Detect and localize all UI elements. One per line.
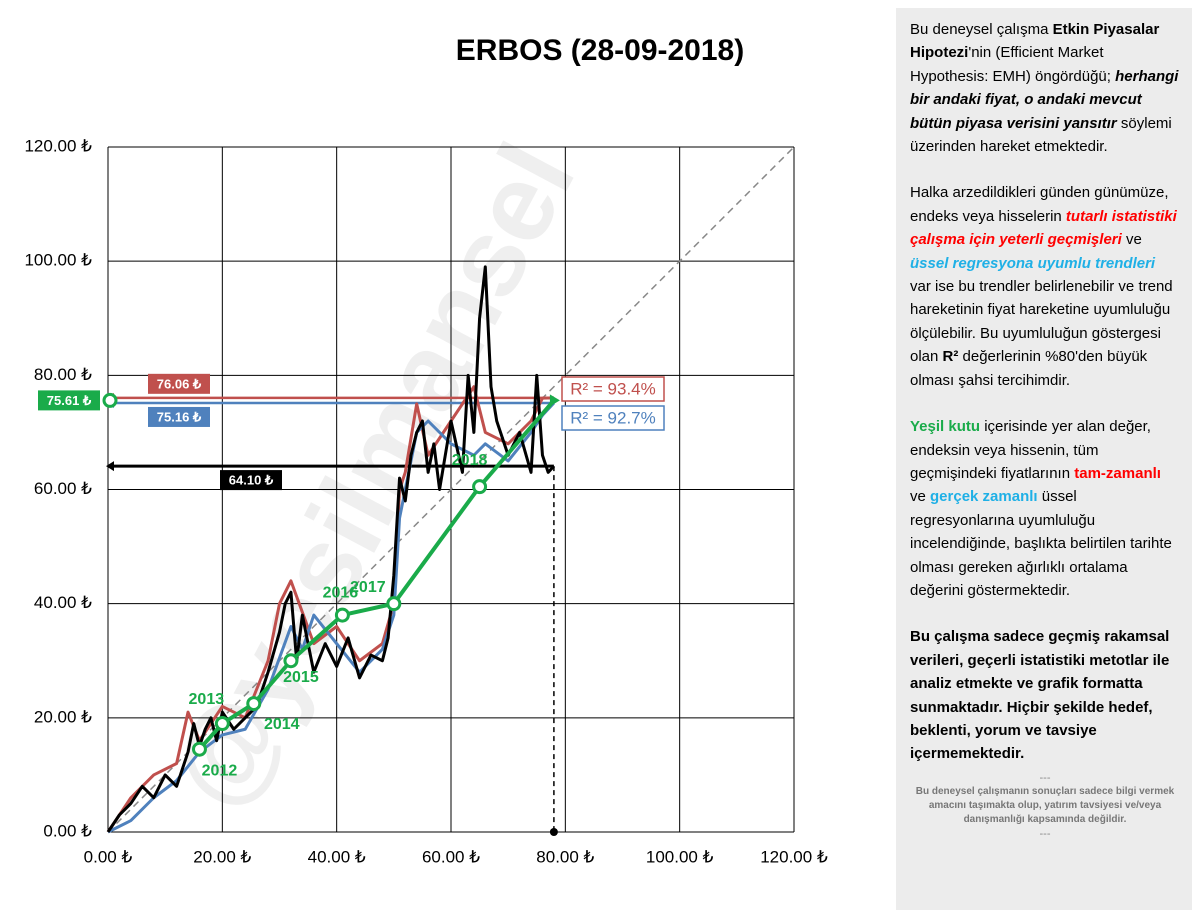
level-label: 64.10 ₺ bbox=[229, 473, 274, 488]
text-run: Etkin Piyasalar Hipotezi bbox=[910, 21, 1160, 62]
x-tick-label: 60.00 ₺ bbox=[422, 847, 480, 866]
x-tick-label: 80.00 ₺ bbox=[536, 847, 594, 866]
text-run: gerçek zamanlı bbox=[930, 488, 1038, 506]
separator: --- bbox=[1039, 771, 1051, 784]
text-run: ve bbox=[910, 488, 931, 506]
point-label: 2012 bbox=[202, 762, 238, 779]
y-tick-label: 20.00 ₺ bbox=[34, 707, 92, 726]
r2-label: R² = 92.7% bbox=[570, 408, 656, 427]
r2-box bbox=[561, 405, 665, 431]
y-tick-label: 60.00 ₺ bbox=[34, 479, 92, 498]
series-marker bbox=[214, 716, 230, 732]
separator: --- bbox=[1039, 827, 1051, 840]
series-marker bbox=[246, 696, 262, 712]
point-label: 2018 bbox=[452, 452, 488, 469]
paragraph: Yeşil kutu içerisinde yer alan değer, en… bbox=[910, 415, 1180, 602]
text-run: üssel regresyonlarına uyumluluğu incelen… bbox=[910, 488, 1172, 599]
current-x-dot bbox=[549, 828, 558, 836]
disclaimer: Bu deneysel çalışmanın sonuçları sadece … bbox=[915, 785, 1175, 825]
text-run: Bu deneysel çalışma bbox=[910, 21, 1053, 38]
x-tick-label: 120.00 ₺ bbox=[760, 847, 828, 866]
point-label: 2017 bbox=[350, 579, 386, 596]
watermark: @yesilmansel bbox=[147, 124, 599, 827]
text-run: tam-zamanlı bbox=[1074, 464, 1161, 482]
paragraph: Bu deneysel çalışma Etkin Piyasalar Hipo… bbox=[910, 18, 1180, 158]
text-run: 'nin (Efficient Market Hypothesis: EMH) … bbox=[910, 44, 1116, 85]
x-tick-label: 20.00 ₺ bbox=[193, 847, 251, 866]
r2-box bbox=[561, 376, 665, 402]
y-tick-label: 40.00 ₺ bbox=[34, 593, 92, 612]
y-tick-label: 120.00 ₺ bbox=[24, 136, 92, 155]
text-run: değerlerinin %80'den büyük olması şahsi … bbox=[910, 348, 1148, 389]
text-run: herhangi bir andaki fiyat, o andaki mevc… bbox=[910, 67, 1179, 132]
y-tick-label: 80.00 ₺ bbox=[34, 365, 92, 384]
text-run: Bu çalışma sadece geçmiş rakamsal verile… bbox=[910, 628, 1170, 763]
level-label-box bbox=[148, 373, 210, 394]
y-tick-label: 0.00 ₺ bbox=[43, 821, 92, 840]
level-arrow bbox=[106, 461, 114, 472]
level-label-box bbox=[220, 470, 282, 491]
series-line bbox=[106, 385, 554, 833]
point-label: 2015 bbox=[283, 669, 319, 686]
x-tick-label: 0.00 ₺ bbox=[84, 847, 133, 866]
level-label: 76.06 ₺ bbox=[157, 376, 202, 391]
series-marker bbox=[386, 596, 402, 612]
text-run: ve bbox=[1121, 231, 1142, 249]
info-panel: Bu deneysel çalışma Etkin Piyasalar Hipo… bbox=[896, 8, 1192, 910]
text-run: tutarlı istatistiki çalışma için yeterli… bbox=[910, 207, 1177, 249]
paragraph: Bu çalışma sadece geçmiş rakamsal verile… bbox=[910, 625, 1180, 765]
text-run: Halka arzedildikleri günden günümüze, en… bbox=[910, 184, 1169, 225]
level-label-box bbox=[38, 390, 100, 411]
text-run: içerisinde yer alan değer, endeksin veya… bbox=[910, 418, 1151, 482]
level-label-box bbox=[148, 406, 210, 427]
series-marker bbox=[283, 653, 299, 669]
text-run: üssel regresyona uyumlu trendleri bbox=[910, 254, 1156, 272]
point-label: 2014 bbox=[264, 716, 300, 733]
series-marker bbox=[191, 741, 207, 757]
paragraph: Halka arzedildikleri günden günümüze, en… bbox=[910, 181, 1180, 392]
r2-label: R² = 93.4% bbox=[570, 379, 656, 398]
level-marker bbox=[102, 392, 118, 408]
point-label: 2016 bbox=[323, 584, 359, 601]
x-tick-label: 40.00 ₺ bbox=[308, 847, 366, 866]
level-label: 75.61 ₺ bbox=[47, 393, 92, 408]
y-tick-label: 100.00 ₺ bbox=[24, 251, 92, 270]
chart-title: ERBOS (28-09-2018) bbox=[456, 34, 744, 67]
text-run: söylemi üzerinden hareket etmektedir. bbox=[910, 114, 1172, 156]
x-tick-label: 100.00 ₺ bbox=[646, 847, 714, 866]
level-label: 75.16 ₺ bbox=[157, 409, 202, 424]
series-marker bbox=[472, 479, 488, 495]
text-run: var ise bu trendler belirlenebilir ve tr… bbox=[910, 278, 1173, 366]
chart: ERBOS (28-09-2018) @yesilmansel 0.00 ₺ 20.… bbox=[24, 34, 828, 867]
text-run: R² bbox=[942, 348, 959, 366]
series-end-arrow bbox=[549, 394, 560, 407]
text-run: Yeşil kutu bbox=[910, 418, 981, 436]
point-label: 2013 bbox=[189, 691, 225, 708]
series-marker bbox=[334, 607, 350, 623]
